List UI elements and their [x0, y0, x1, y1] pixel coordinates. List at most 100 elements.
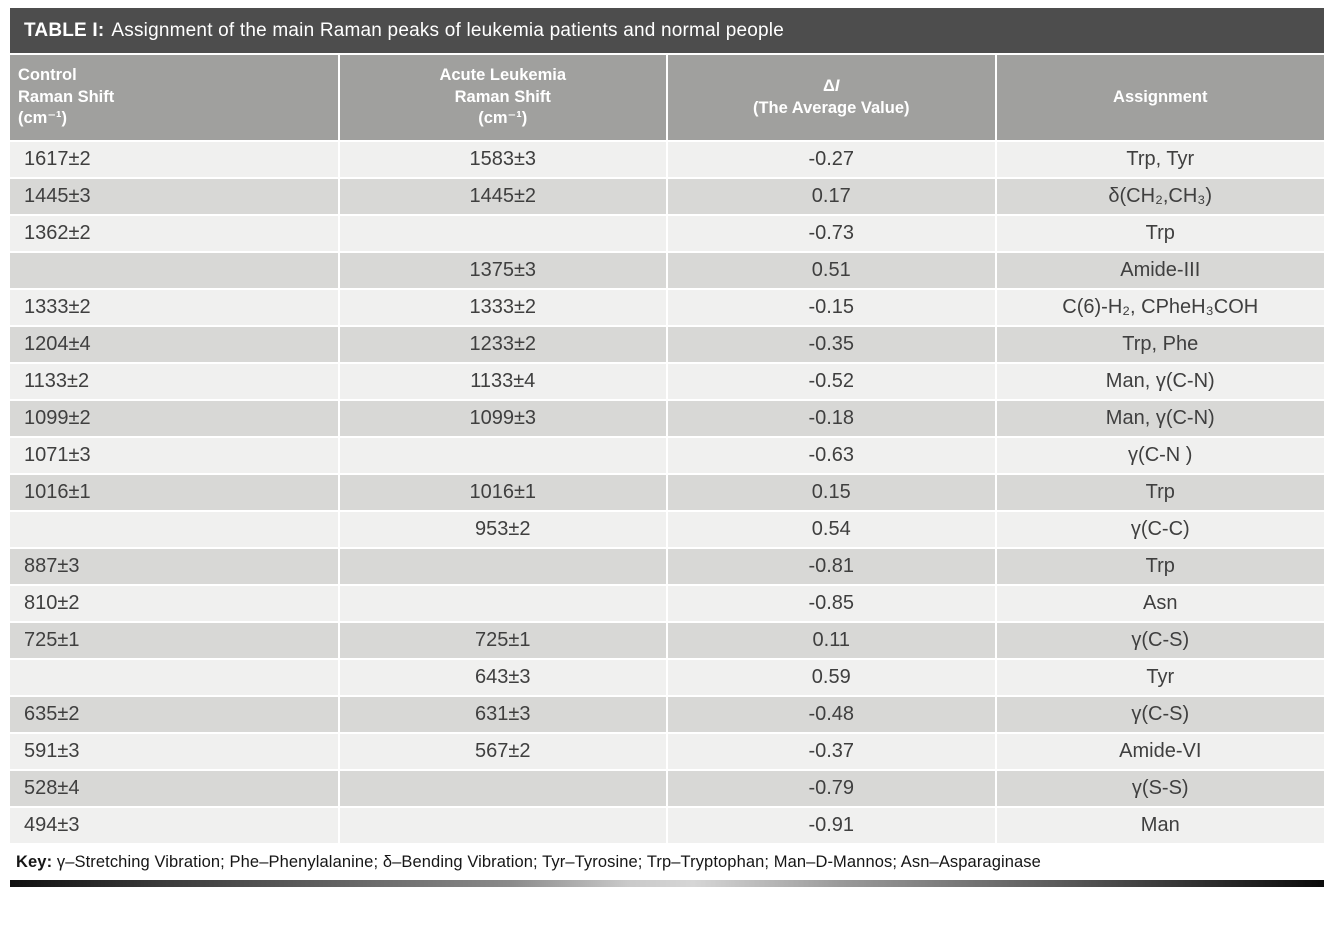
cell-control-shift [10, 252, 340, 290]
column-header-control: Control Raman Shift (cm⁻¹) [10, 55, 340, 142]
cell-leukemia-shift: 1233±2 [338, 326, 668, 364]
table-row: 1375±3 0.51 Amide-III [10, 252, 1324, 290]
cell-control-shift: 494±3 [10, 807, 340, 845]
cell-assignment: Trp [995, 474, 1324, 512]
table-row: 1016±1 1016±1 0.15 Trp [10, 474, 1324, 512]
header-line: Acute Leukemia [439, 65, 567, 84]
cell-delta-i: -0.15 [667, 289, 997, 327]
cell-delta-i: -0.81 [667, 548, 997, 586]
delta-symbol: Δ [823, 76, 835, 95]
cell-delta-i: -0.37 [667, 733, 997, 771]
cell-delta-i: 0.17 [667, 178, 997, 216]
cell-delta-i: 0.51 [667, 252, 997, 290]
table-row: 635±2 631±3 -0.48 γ(C-S) [10, 696, 1324, 734]
cell-leukemia-shift: 1133±4 [338, 363, 668, 401]
cell-delta-i: -0.27 [667, 141, 997, 179]
cell-delta-i: -0.91 [667, 807, 997, 845]
cell-leukemia-shift [338, 437, 668, 475]
cell-control-shift: 725±1 [10, 622, 340, 660]
table-number-label: TABLE I: [24, 19, 105, 41]
cell-leukemia-shift: 1333±2 [338, 289, 668, 327]
cell-assignment: γ(C-S) [995, 622, 1324, 660]
cell-leukemia-shift [338, 548, 668, 586]
column-header-delta-i: ΔI (The Average Value) [667, 55, 997, 142]
cell-delta-i: -0.73 [667, 215, 997, 253]
table-row: 810±2 -0.85 Asn [10, 585, 1324, 623]
cell-assignment: C(6)-H₂, CPheH₃COH [995, 289, 1324, 327]
cell-leukemia-shift: 631±3 [338, 696, 668, 734]
cell-assignment: Asn [995, 585, 1324, 623]
table-key-footnote: Key: γ–Stretching Vibration; Phe–Phenyla… [10, 845, 1324, 878]
header-line: (The Average Value) [752, 98, 910, 117]
header-line: Raman Shift [454, 87, 551, 106]
cell-control-shift [10, 511, 340, 549]
cell-assignment: γ(C-S) [995, 696, 1324, 734]
cell-leukemia-shift [338, 807, 668, 845]
cell-delta-i: -0.85 [667, 585, 997, 623]
table-row: 1204±4 1233±2 -0.35 Trp, Phe [10, 326, 1324, 364]
table-row: 725±1 725±1 0.11 γ(C-S) [10, 622, 1324, 660]
table-title-text: Assignment of the main Raman peaks of le… [111, 19, 784, 41]
cell-delta-i: 0.54 [667, 511, 997, 549]
cell-control-shift: 887±3 [10, 548, 340, 586]
cell-leukemia-shift: 1099±3 [338, 400, 668, 438]
cell-control-shift: 591±3 [10, 733, 340, 771]
cell-assignment: Trp, Phe [995, 326, 1324, 364]
cell-delta-i: 0.11 [667, 622, 997, 660]
cell-assignment: Man, γ(C-N) [995, 363, 1324, 401]
table-row: 494±3 -0.91 Man [10, 807, 1324, 845]
cell-control-shift [10, 659, 340, 697]
key-text: γ–Stretching Vibration; Phe–Phenylalanin… [52, 853, 1041, 871]
cell-delta-i: -0.35 [667, 326, 997, 364]
cell-leukemia-shift [338, 585, 668, 623]
header-line: Raman Shift [18, 87, 115, 106]
key-label: Key: [16, 853, 53, 871]
cell-assignment: Amide-III [995, 252, 1324, 290]
cell-delta-i: -0.52 [667, 363, 997, 401]
table-row: 1071±3 -0.63 γ(C-N ) [10, 437, 1324, 475]
table-body: 1617±2 1583±3 -0.27 Trp, Tyr 1445±3 1445… [10, 141, 1324, 845]
table-row: 1099±2 1099±3 -0.18 Man, γ(C-N) [10, 400, 1324, 438]
cell-leukemia-shift: 725±1 [338, 622, 668, 660]
cell-control-shift: 1617±2 [10, 141, 340, 179]
header-line: Control [18, 65, 77, 84]
table-row: 643±3 0.59 Tyr [10, 659, 1324, 697]
cell-leukemia-shift: 953±2 [338, 511, 668, 549]
raman-peaks-table: Control Raman Shift (cm⁻¹) Acute Leukemi… [10, 55, 1324, 845]
table-row: 1362±2 -0.73 Trp [10, 215, 1324, 253]
cell-assignment: Trp [995, 548, 1324, 586]
cell-delta-i: 0.15 [667, 474, 997, 512]
header-line: (cm⁻¹) [18, 109, 68, 128]
table-title-bar: TABLE I: Assignment of the main Raman pe… [10, 8, 1324, 53]
cell-leukemia-shift: 567±2 [338, 733, 668, 771]
header-line: (cm⁻¹) [478, 109, 528, 128]
table-row: 528±4 -0.79 γ(S-S) [10, 770, 1324, 808]
table-row: 953±2 0.54 γ(C-C) [10, 511, 1324, 549]
intensity-symbol: I [834, 76, 840, 95]
header-line: Assignment [1113, 87, 1208, 106]
cell-leukemia-shift: 1583±3 [338, 141, 668, 179]
cell-assignment: Tyr [995, 659, 1324, 697]
cell-assignment: γ(C-N ) [995, 437, 1324, 475]
table-row: 1333±2 1333±2 -0.15 C(6)-H₂, CPheH₃COH [10, 289, 1324, 327]
cell-assignment: δ(CH₂,CH₃) [995, 178, 1324, 216]
cell-control-shift: 1362±2 [10, 215, 340, 253]
cell-control-shift: 528±4 [10, 770, 340, 808]
header-row: Control Raman Shift (cm⁻¹) Acute Leukemi… [10, 55, 1324, 142]
cell-delta-i: -0.63 [667, 437, 997, 475]
table-row: 1133±2 1133±4 -0.52 Man, γ(C-N) [10, 363, 1324, 401]
cell-control-shift: 635±2 [10, 696, 340, 734]
cell-assignment: Trp, Tyr [995, 141, 1324, 179]
cell-assignment: γ(C-C) [995, 511, 1324, 549]
cell-control-shift: 1016±1 [10, 474, 340, 512]
cell-control-shift: 1333±2 [10, 289, 340, 327]
column-header-acute-leukemia: Acute Leukemia Raman Shift (cm⁻¹) [338, 55, 668, 142]
cell-delta-i: 0.59 [667, 659, 997, 697]
cell-control-shift: 1133±2 [10, 363, 340, 401]
cell-assignment: Trp [995, 215, 1324, 253]
table-row: 1445±3 1445±2 0.17 δ(CH₂,CH₃) [10, 178, 1324, 216]
cell-leukemia-shift [338, 770, 668, 808]
header-line: ΔI [676, 76, 987, 98]
cell-control-shift: 810±2 [10, 585, 340, 623]
